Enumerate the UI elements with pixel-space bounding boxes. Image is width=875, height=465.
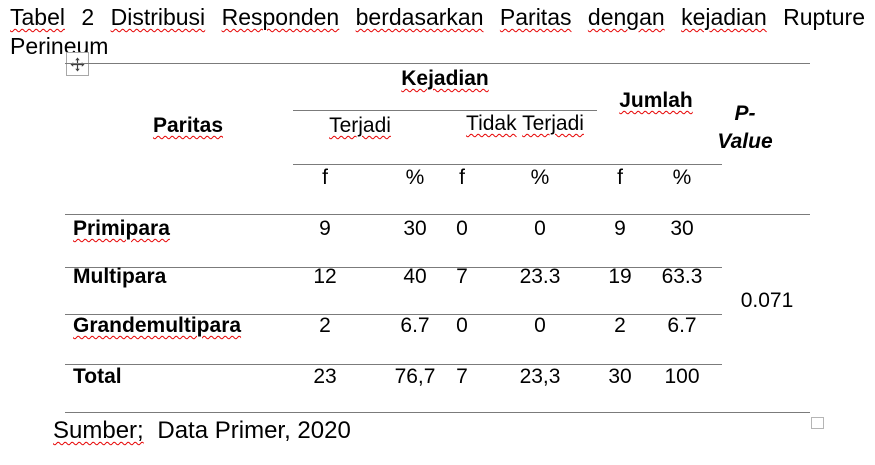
row-divider-grandemultipara	[65, 364, 722, 365]
table-cell: 0	[456, 217, 468, 240]
subheader-pct: %	[405, 166, 425, 189]
header-terjadi: Terjadi	[329, 114, 391, 137]
subheader-f: f	[459, 166, 465, 189]
table-cell: 23,3	[519, 365, 561, 388]
caption-word: berdasarkan	[355, 4, 484, 30]
row-label-total: Total	[73, 365, 122, 388]
caption-word: kejadian	[681, 4, 767, 30]
caption-word: Paritas	[499, 4, 572, 30]
caption-word: Tabel	[10, 4, 65, 30]
caption-word: 2	[81, 4, 95, 30]
source-note: Sumber; Data Primer, 2020	[53, 416, 351, 446]
table-cell: 19	[608, 265, 632, 288]
table-bottom-border	[65, 412, 810, 413]
caption-word: dengan	[587, 4, 665, 30]
subheader-f: f	[322, 166, 328, 189]
table-cell: 7	[456, 365, 468, 388]
table-cell: 100	[664, 365, 700, 388]
header-p-value: P- Value	[717, 102, 773, 153]
subheader-f: f	[617, 166, 623, 189]
table-cell: 0	[534, 217, 546, 240]
row-label-grandemultipara: Grandemultipara	[73, 314, 242, 337]
table-cell: 9	[614, 217, 626, 240]
header-kejadian: Kejadian	[401, 67, 489, 90]
table-cell: 12	[313, 265, 337, 288]
p-value-result: 0.071	[740, 289, 794, 312]
caption-word: Rupture	[783, 4, 865, 30]
kejadian-underline	[293, 110, 597, 111]
table-cell: 2	[614, 314, 626, 337]
table-cell: 23.3	[519, 265, 561, 288]
table-cell: 0	[456, 314, 468, 337]
table-top-border	[65, 63, 810, 64]
table-cell: 0	[534, 314, 546, 337]
table-cell: 6.7	[400, 314, 430, 337]
table-cell: 30	[670, 217, 694, 240]
table-cell: 6.7	[667, 314, 697, 337]
subheader-underline	[293, 164, 722, 165]
caption-word: Responden	[221, 4, 340, 30]
subheader-pct: %	[672, 166, 692, 189]
subheader-pct: %	[530, 166, 550, 189]
header-paritas: Paritas	[152, 114, 224, 137]
header-jumlah: Jumlah	[619, 89, 693, 112]
table-cell: 30	[608, 365, 632, 388]
table-cell: 30	[403, 217, 427, 240]
move-arrows-icon	[70, 57, 85, 71]
header-tidak-terjadi: Tidak Terjadi	[466, 112, 584, 135]
table-move-handle[interactable]	[66, 52, 89, 76]
row-label-multipara: Multipara	[73, 265, 167, 288]
row-label-primipara: Primipara	[73, 217, 170, 240]
table-caption-line2: Perineum	[10, 33, 109, 59]
source-word: Sumber;	[53, 417, 144, 444]
table-cell: 63.3	[661, 265, 703, 288]
row-divider-multipara	[65, 314, 722, 315]
header-bottom-border	[65, 214, 810, 215]
table-resize-handle[interactable]	[811, 417, 824, 429]
table-cell: 23	[313, 365, 337, 388]
table-cell: 76,7	[394, 365, 436, 388]
table-caption-line1: Tabel 2 Distribusi Responden berdasarkan…	[10, 3, 865, 32]
table-cell: 9	[319, 217, 331, 240]
table-cell: 40	[403, 265, 427, 288]
row-divider-primipara	[65, 267, 722, 268]
table-cell: 2	[319, 314, 331, 337]
source-rest: Data Primer, 2020	[157, 417, 351, 444]
table-cell: 7	[456, 265, 468, 288]
caption-word: Distribusi	[110, 4, 206, 30]
